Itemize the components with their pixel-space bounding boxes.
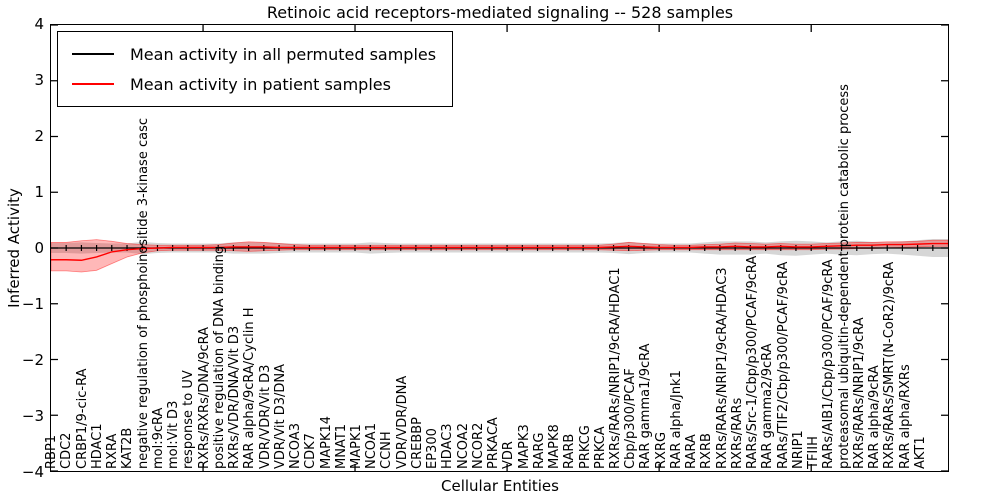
- x-tick-label: MAPK14: [318, 415, 334, 469]
- x-tick-label: VDR/VDR/Vit D3: [257, 364, 273, 469]
- x-tick-label: RAR alpha/9cRA: [867, 365, 883, 469]
- x-tick-label: NCOA1: [364, 423, 380, 469]
- patient-line-swatch: [72, 83, 114, 85]
- x-tick-label: MNAT1: [333, 423, 349, 469]
- x-tick-label: VDR/VDR/DNA: [394, 375, 410, 469]
- permuted-line-swatch: [72, 53, 114, 55]
- x-tick-label: RXRB: [699, 433, 715, 469]
- x-tick-label: mol:9cRA: [150, 407, 166, 469]
- axis-ticks: [51, 25, 948, 471]
- x-tick-label: RXRs/VDR/DNA/Vit D3: [227, 325, 243, 469]
- x-tick-label: HDAC1: [89, 423, 105, 469]
- x-tick-label: RXRs/RXRs/DNA/9cRA: [196, 326, 212, 469]
- x-tick-label: proteasomal ubiquitin-dependent protein …: [836, 84, 852, 469]
- x-tick-label: RARA: [684, 434, 700, 469]
- x-tick-label: RXRs/RARs/NRIP1/9cRA/HDAC3: [714, 267, 730, 469]
- x-tick-label: CREBBP: [409, 417, 425, 469]
- y-tick-label: 4: [34, 15, 44, 33]
- x-tick-label: RARs/AIB1/Cbp/p300/PCAF/9cRA: [821, 259, 837, 469]
- x-tick-label: RARB: [562, 433, 578, 469]
- x-tick-label: RAR alpha/Jnk1: [668, 370, 684, 469]
- x-tick-label: RAR alpha/RXRs: [897, 364, 913, 469]
- x-tick-label: PRKCG: [577, 425, 593, 469]
- x-tick-label: NCOR2: [470, 422, 486, 469]
- x-tick-label: HDAC3: [440, 423, 456, 469]
- x-tick-label: response to UV: [181, 370, 197, 469]
- x-tick-label: PRKACA: [486, 417, 502, 469]
- x-tick-label: NRIP1: [790, 430, 806, 469]
- x-tick-label: NCOA3: [288, 423, 304, 469]
- x-tick-label: CDK7: [303, 433, 319, 469]
- x-tick-label: RXRs/RARs: [729, 397, 745, 469]
- x-tick-label: RAR alpha/9cRA/Cyclin H: [242, 307, 258, 469]
- y-tick-label: −4: [21, 463, 44, 481]
- legend-entry-permuted: Mean activity in all permuted samples: [72, 39, 436, 69]
- x-tick-label: MAPK3: [516, 424, 532, 469]
- x-tick-label: VDR: [501, 441, 517, 469]
- x-tick-label: MAPK1: [348, 424, 364, 469]
- x-tick-label: negative regulation of phosphoinositide …: [135, 118, 151, 469]
- x-tick-label: PRKCA: [592, 426, 608, 469]
- plot-area: RBP1 CDC2 CRBP1/9-cic-RA HDAC1 RXRA KAT2B nega…: [44, 24, 949, 472]
- x-tick-label: RARs/Src-1/Cbp/p300/PCAF/9cRA: [745, 255, 761, 469]
- x-tick-label: RAR gamma2/9cRA: [760, 343, 776, 469]
- x-tick-label: NCOA2: [455, 423, 471, 469]
- x-tick-label: VDR/Vit D3/DNA: [272, 363, 288, 469]
- y-tick-label: 0: [34, 239, 44, 257]
- chart-canvas: [51, 25, 948, 471]
- x-tick-label: RXRA: [105, 433, 121, 469]
- x-axis-label: Cellular Entities: [441, 477, 559, 495]
- x-tick-label: RXRs/RARs/SMRT(N-CoR2)/9cRA: [882, 261, 898, 469]
- legend-label-patient: Mean activity in patient samples: [130, 74, 391, 94]
- x-tick-label: RXRG: [653, 431, 669, 469]
- chart-title: Retinoic acid receptors-mediated signali…: [266, 3, 734, 22]
- x-tick-label: TFIIH: [806, 436, 822, 469]
- x-tick-label: CDC2: [59, 432, 75, 469]
- x-tick-label: CCNH: [379, 431, 395, 469]
- legend: Mean activity in all permuted samples Me…: [57, 31, 454, 107]
- y-tick-label: −3: [21, 407, 44, 425]
- patient-mean-line: [51, 242, 948, 261]
- y-tick-label: 2: [34, 127, 44, 145]
- x-tick-label: RXRs/RARs/NRIP1/9cRA/HDAC1: [608, 267, 624, 469]
- x-tick-label: RARs/TIF2/Cbp/p300/PCAF/9cRA: [775, 261, 791, 469]
- y-tick-label: 3: [34, 71, 44, 89]
- y-tick-label: −2: [21, 351, 44, 369]
- legend-entry-patient: Mean activity in patient samples: [72, 69, 436, 99]
- x-tick-label: EP300: [425, 428, 441, 469]
- x-tick-label: mol:Vit D3: [166, 400, 182, 469]
- legend-label-permuted: Mean activity in all permuted samples: [130, 44, 437, 64]
- y-tick-label: 1: [34, 183, 44, 201]
- y-tick-label: −1: [21, 295, 44, 313]
- x-tick-label: MAPK8: [547, 424, 563, 469]
- x-tick-label: RARG: [531, 432, 547, 469]
- x-tick-label: CRBP1/9-cic-RA: [74, 368, 90, 469]
- x-tick-label: RBP1: [44, 434, 60, 469]
- x-tick-label: RAR gamma1/9cRA: [638, 343, 654, 469]
- x-tick-label: Cbp/p300/PCAF: [623, 368, 639, 469]
- x-tick-label: RXRs/RARs/NRIP1/9cRA: [851, 317, 867, 469]
- x-tick-label: positive regulation of DNA binding: [211, 245, 227, 469]
- x-tick-label: KAT2B: [120, 427, 136, 469]
- x-tick-label: AKT1: [912, 436, 928, 469]
